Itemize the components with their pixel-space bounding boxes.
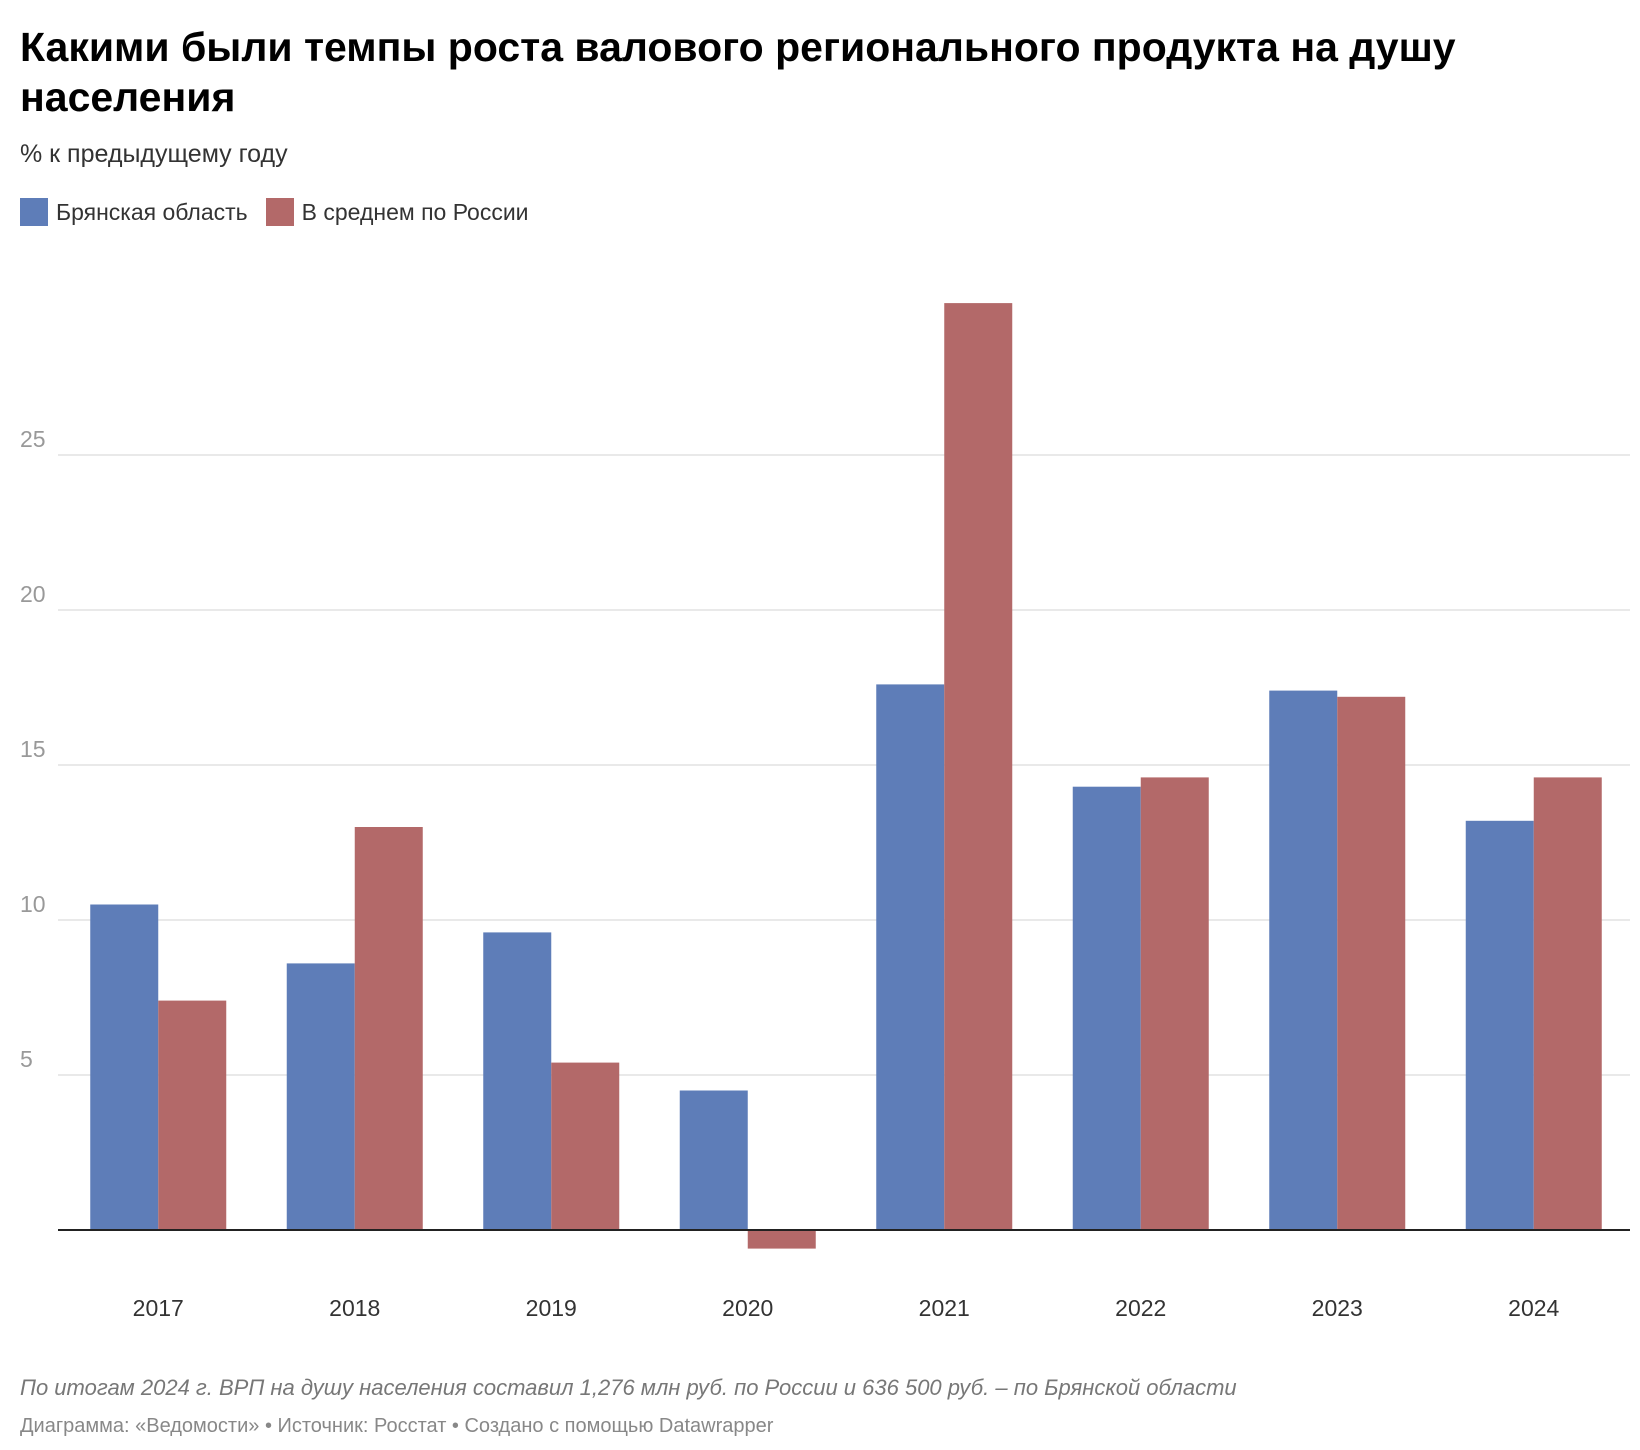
legend-label-bryansk: Брянская область — [56, 198, 248, 225]
bar-bryansk-2019 — [483, 932, 552, 1230]
x-tick-label-2020: 2020 — [722, 1295, 773, 1321]
bar-russia-2018 — [354, 827, 423, 1230]
y-tick-label-20: 20 — [20, 581, 46, 607]
x-tick-label-2019: 2019 — [526, 1295, 577, 1321]
bar-bryansk-2024 — [1465, 820, 1534, 1230]
bar-bryansk-2022 — [1072, 786, 1141, 1230]
x-tick-label-2018: 2018 — [329, 1295, 380, 1321]
x-tick-label-2023: 2023 — [1312, 1295, 1363, 1321]
x-tick-label-2017: 2017 — [133, 1295, 184, 1321]
x-tick-label-2022: 2022 — [1115, 1295, 1166, 1321]
x-tick-label-2021: 2021 — [919, 1295, 970, 1321]
y-tick-label-25: 25 — [20, 426, 46, 452]
y-tick-label-15: 15 — [20, 736, 46, 762]
bar-russia-2022 — [1140, 777, 1209, 1230]
bar-russia-2021 — [944, 303, 1013, 1231]
x-tick-label-2024: 2024 — [1508, 1295, 1559, 1321]
bar-chart: 5 10 15 20 25 2017 2018 2019 2020 2021 2022 2023 202… — [20, 303, 1630, 1321]
bar-russia-2024 — [1533, 777, 1602, 1230]
bar-russia-2023 — [1337, 696, 1406, 1230]
bar-bryansk-2018 — [286, 963, 355, 1230]
legend-swatch-bryansk — [20, 198, 48, 226]
legend-swatch-russia — [265, 198, 294, 226]
bar-russia-2020 — [747, 1230, 816, 1249]
bar-russia-2019 — [551, 1062, 620, 1230]
chart-subtitle: % к предыдущему году — [20, 140, 288, 168]
bar-bryansk-2017 — [90, 904, 159, 1230]
y-tick-label-10: 10 — [20, 891, 46, 917]
bar-bryansk-2021 — [876, 684, 945, 1230]
legend-item-russia: В среднем по России — [265, 198, 529, 226]
chart-note: По итогам 2024 г. ВРП на душу населения … — [20, 1375, 1237, 1400]
y-tick-label-5: 5 — [20, 1046, 33, 1072]
chart-title: Какими были темпы роста валового региона… — [20, 24, 1456, 120]
chart-footer: Диаграмма: «Ведомости» • Источник: Росст… — [20, 1415, 774, 1437]
bar-bryansk-2020 — [679, 1090, 748, 1230]
legend-item-bryansk: Брянская область — [20, 198, 248, 226]
bar-russia-2017 — [158, 1000, 227, 1230]
bar-bryansk-2023 — [1269, 690, 1338, 1230]
legend: Брянская область В среднем по России — [20, 198, 529, 226]
legend-label-russia: В среднем по России — [301, 198, 529, 225]
